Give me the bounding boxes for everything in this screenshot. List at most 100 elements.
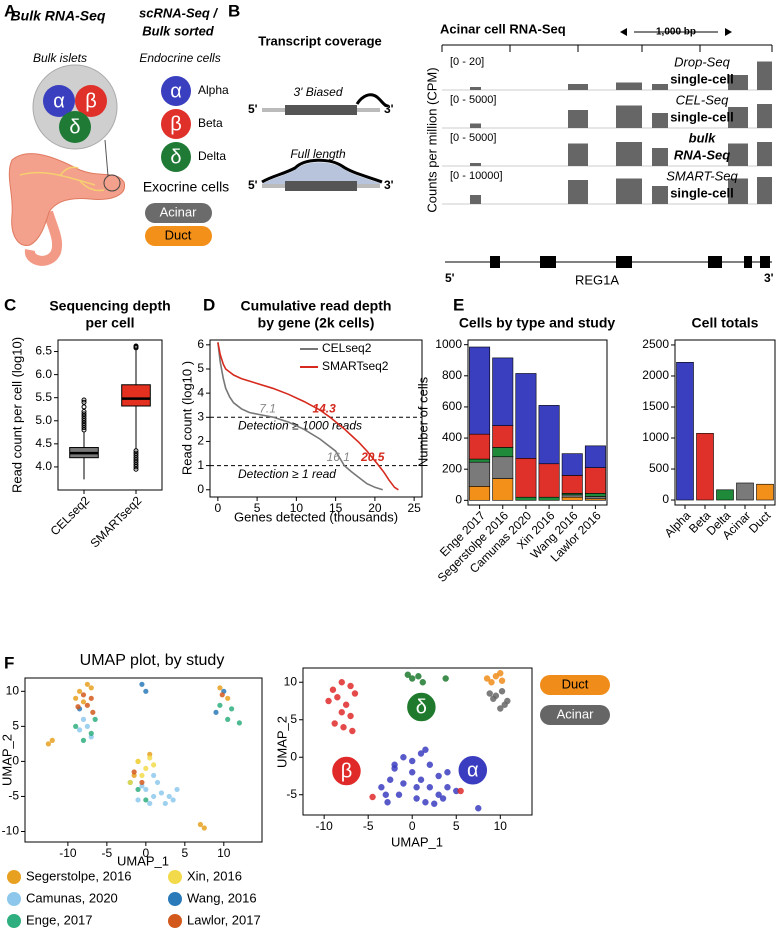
outlier — [133, 464, 139, 470]
point — [225, 716, 231, 722]
box — [121, 384, 151, 407]
x-tick-label: -10 — [315, 819, 333, 833]
legend-pill — [540, 705, 610, 725]
point — [457, 787, 464, 795]
zoom-line — [104, 139, 109, 177]
bar-segment — [469, 433, 491, 460]
x-axis-label: Genes detected (thousands) — [234, 509, 398, 524]
pancreas — [8, 153, 126, 246]
islet-symbol: α — [53, 90, 65, 112]
outlier — [81, 413, 87, 419]
point — [351, 690, 359, 697]
chart-title: UMAP plot, by study — [80, 652, 225, 669]
outlier — [81, 422, 87, 428]
plot-frame — [467, 339, 608, 506]
y-tick-label: 5 — [12, 719, 19, 733]
y-tick-label: 4.0 — [35, 459, 52, 473]
bar-segment — [492, 478, 514, 501]
point — [84, 681, 90, 687]
y-tick-label: -5 — [286, 787, 297, 801]
tracks: [0 - 20] Drop-Seq single-cell [0 - 5000] CEL… — [441, 28, 773, 268]
legend-swatch — [7, 892, 21, 906]
outlier — [133, 459, 139, 465]
point — [342, 701, 350, 708]
track-method: SMART-Seq — [666, 168, 738, 183]
exon — [616, 256, 632, 268]
bar — [756, 483, 774, 501]
bar-segment — [515, 496, 537, 501]
point — [151, 772, 157, 779]
point — [154, 779, 161, 786]
x-tick-label: -5 — [363, 819, 374, 833]
point — [497, 670, 504, 677]
point — [162, 800, 168, 807]
point — [88, 730, 94, 736]
y-axis-label: UMAP_2 — [274, 716, 289, 768]
point — [135, 786, 141, 793]
point — [143, 765, 149, 772]
bar-segment — [469, 486, 491, 501]
y-tick-label: -5 — [8, 789, 19, 803]
y-tick-label: 6.5 — [35, 344, 52, 358]
y-tick-label: 800 — [442, 368, 462, 382]
point — [413, 784, 420, 791]
outlier — [81, 404, 87, 410]
point — [174, 786, 180, 793]
cluster-label-circle — [405, 691, 438, 723]
coverage-block — [470, 123, 481, 128]
coverage-block — [757, 104, 772, 128]
point — [442, 675, 449, 682]
point — [76, 727, 83, 733]
five-prime: 5' — [248, 178, 258, 192]
cluster-label-circle — [457, 754, 489, 786]
outlier — [81, 397, 87, 403]
track-range: [0 - 20] — [450, 56, 484, 68]
legend-label: Enge, 2017 — [26, 912, 93, 927]
plot-frame — [57, 339, 163, 491]
coverage-curve — [261, 158, 383, 184]
point — [417, 776, 425, 783]
point — [439, 795, 447, 802]
point — [349, 727, 356, 735]
point — [88, 685, 94, 691]
point — [139, 681, 145, 687]
x-tick-label: -5 — [102, 846, 113, 860]
point — [422, 746, 429, 753]
coverage-block — [757, 177, 772, 204]
coverage-area — [262, 162, 382, 184]
track-kind: single-cell — [670, 71, 734, 86]
islet-cell — [59, 111, 91, 143]
legend-swatch — [161, 109, 191, 139]
coverage-block — [616, 105, 642, 128]
legend-label: Lawlor, 2017 — [187, 912, 261, 927]
outlier — [133, 450, 139, 456]
point — [497, 705, 504, 712]
x-tick-label: 25 — [407, 501, 421, 515]
coverage-block — [470, 163, 481, 166]
coverage-block — [568, 84, 588, 90]
y-tick-label: 5 — [290, 712, 297, 726]
point — [219, 692, 225, 698]
reference-label: Detection ≥ 1000 reads — [238, 418, 362, 432]
point — [334, 694, 341, 701]
point — [340, 724, 347, 731]
point — [139, 772, 145, 779]
point — [498, 677, 506, 684]
transcript-cds — [285, 105, 357, 115]
track-range: [0 - 5000] — [450, 94, 496, 106]
x-tick-label: 10 — [494, 819, 508, 833]
endocrine-legend: α Alpha β Beta δ Delta Acinar Duct — [145, 76, 229, 246]
legend-label: Segerstolpe, 2016 — [26, 868, 132, 883]
y-tick-label: 1500 — [642, 399, 669, 413]
chart-title: per cell — [85, 315, 134, 331]
exocrine-title: Exocrine cells — [143, 179, 229, 195]
bar-segment — [538, 496, 560, 501]
y-tick-label: 10 — [6, 683, 20, 697]
y-tick-label: 600 — [442, 399, 462, 413]
legend-swatch — [168, 892, 182, 906]
panel-label: C — [4, 295, 16, 314]
y-tick-label: -10 — [2, 824, 20, 838]
point — [444, 769, 451, 776]
coverage-block — [728, 107, 748, 128]
bar-segment — [584, 496, 606, 500]
